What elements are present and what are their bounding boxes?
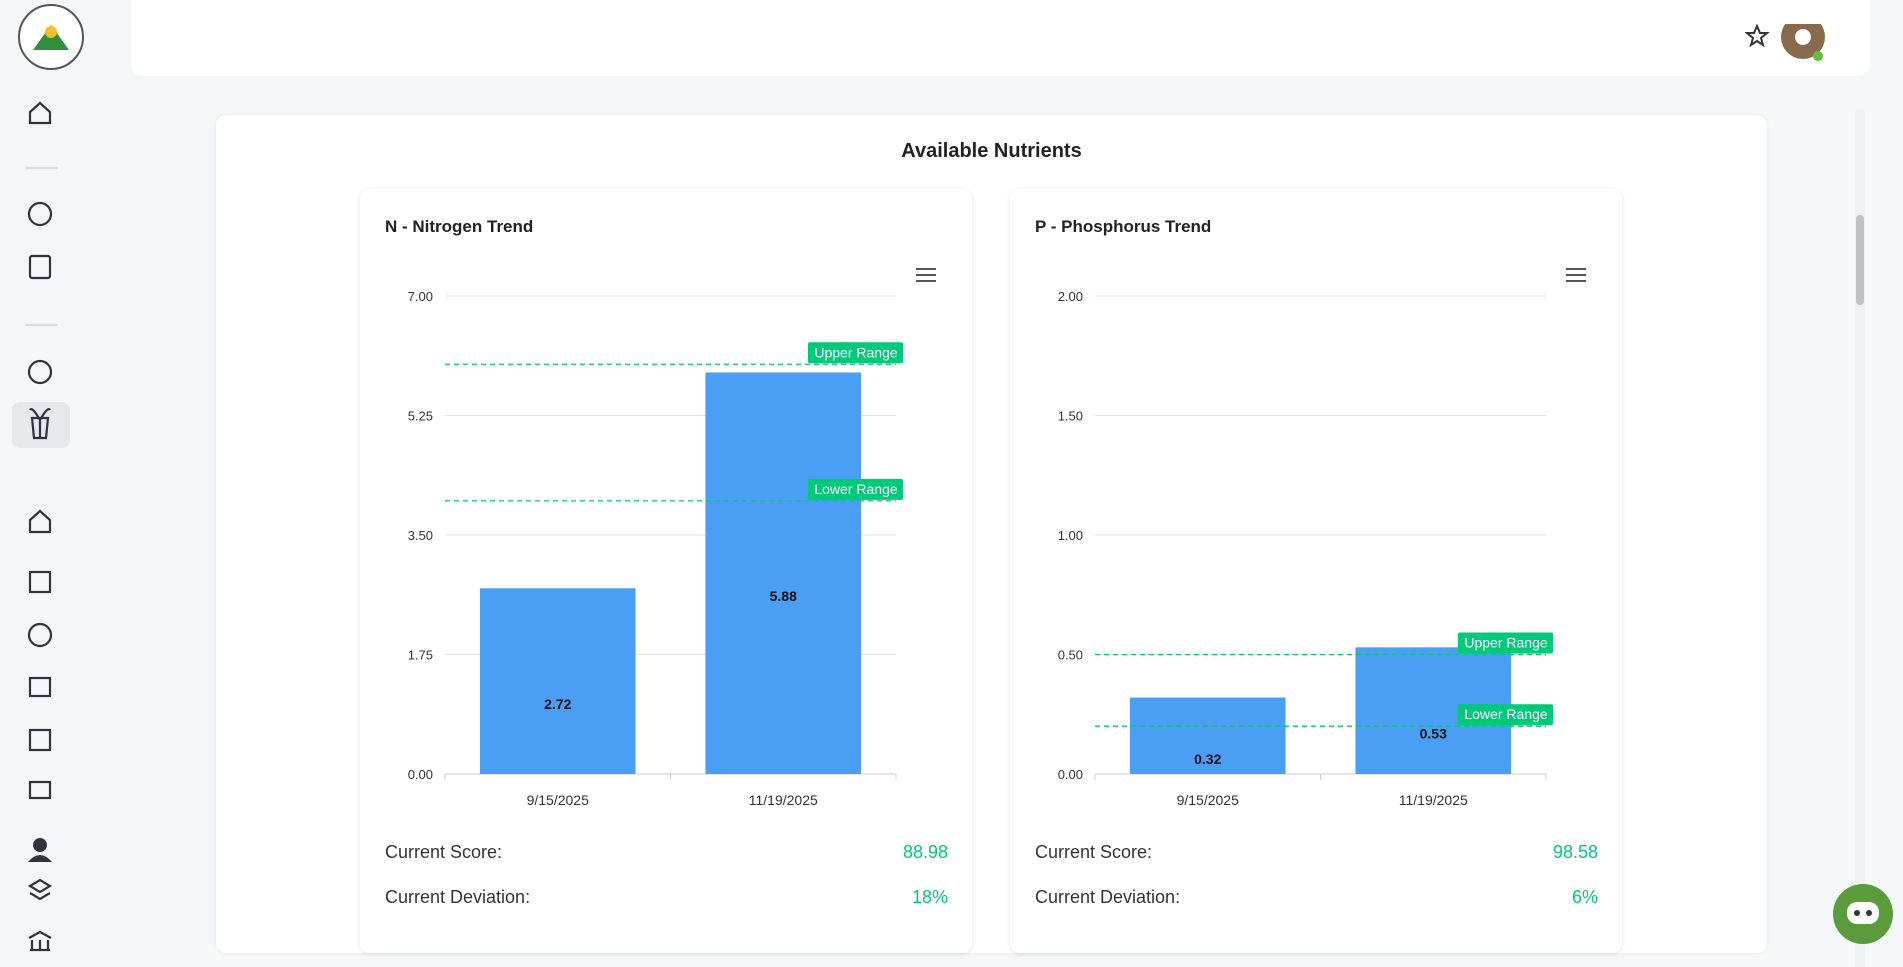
range-label: Lower Range [814,481,897,497]
bar [705,372,862,774]
stat-value: 98.58 [1553,842,1598,862]
header-icons [1745,24,1825,61]
sidebar-icons [12,4,84,952]
x-tick-label: 11/19/2025 [1399,792,1468,808]
data-label: 0.32 [1194,751,1221,767]
y-tick-label: 0.00 [1058,767,1083,782]
chart-menu[interactable] [1566,268,1586,282]
bar [1129,697,1286,774]
stat-label: Current Score: [1035,842,1152,862]
y-tick-label: 0.50 [1058,648,1083,663]
y-tick-label: 1.50 [1058,409,1083,424]
stat-label: Current Deviation: [1035,887,1180,907]
range-label: Lower Range [1464,706,1547,722]
range-label-box [1458,632,1553,654]
section-title: Available Nutrients [901,140,1082,162]
y-tick-label: 1.00 [1058,528,1083,543]
sidebar [0,0,110,967]
data-label: 0.53 [1420,726,1447,742]
bar [479,588,636,774]
header [131,0,1870,76]
chart-card: N - Nitrogen Trend 0.00 1.75 3.50 5.25 7.00 9/… [360,189,972,953]
chart-menu[interactable] [916,268,936,282]
chart-title: N - Nitrogen Trend [385,217,533,236]
stat-label: Current Deviation: [385,887,530,907]
chart-title: P - Phosphorus Trend [1035,217,1211,236]
x-tick-label: 9/15/2025 [1177,792,1239,808]
x-tick-label: 11/19/2025 [749,792,818,808]
data-label: 2.72 [544,696,571,712]
y-tick-label: 3.50 [408,528,433,543]
range-label: Upper Range [1464,635,1547,651]
range-label-box [808,342,903,364]
range-label-box [1458,704,1553,726]
scrollbar[interactable] [1855,110,1865,967]
range-label-box [808,478,903,500]
y-tick-label: 2.00 [1058,289,1083,304]
data-label: 5.88 [770,588,797,604]
stat-value: 6% [1572,887,1598,907]
chat-bot[interactable] [1829,880,1897,948]
chart: P - Phosphorus Trend 0.00 0.50 1.00 1.50 2.00… [1035,217,1598,907]
x-tick-label: 9/15/2025 [527,792,589,808]
y-tick-label: 0.00 [408,767,433,782]
chart: N - Nitrogen Trend 0.00 1.75 3.50 5.25 7.00 9/… [385,217,948,907]
scroll-thumb[interactable] [1856,215,1864,305]
stat-label: Current Score: [385,842,502,862]
chart-card: P - Phosphorus Trend 0.00 0.50 1.00 1.50 2.00… [1010,189,1622,953]
stat-value: 18% [912,887,948,907]
y-tick-label: 1.75 [408,648,433,663]
stat-value: 88.98 [903,842,948,862]
range-label: Upper Range [814,344,897,360]
y-tick-label: 5.25 [408,409,433,424]
y-tick-label: 7.00 [408,289,433,304]
